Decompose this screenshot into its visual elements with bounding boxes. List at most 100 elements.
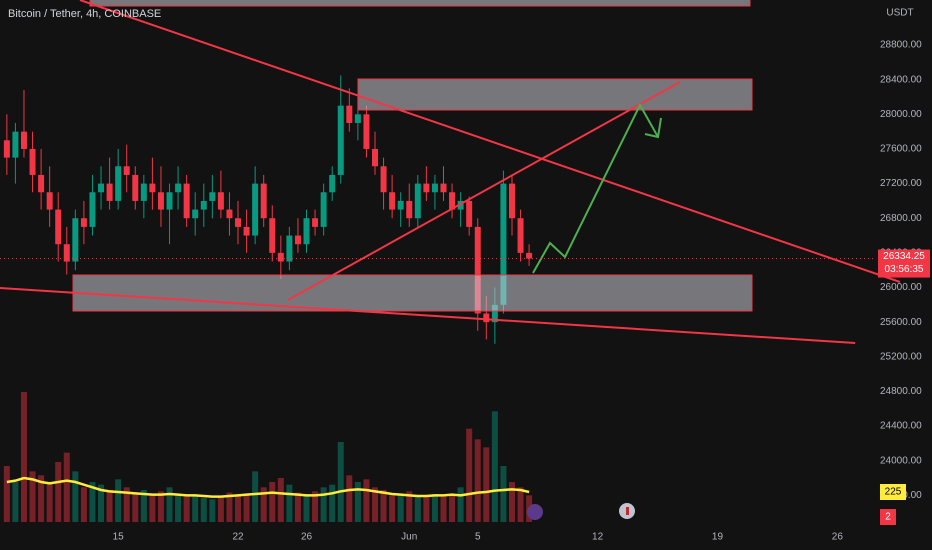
volume-bar	[406, 491, 413, 522]
volume-bar	[380, 490, 387, 522]
candle-body	[380, 166, 387, 193]
y-tick-label: 24400.00	[880, 421, 922, 432]
candle-body	[243, 226, 250, 236]
volume-bar	[474, 439, 481, 522]
candle-body	[38, 174, 45, 193]
candle-body	[457, 200, 464, 210]
volume-bar	[431, 494, 438, 522]
volume-bar	[3, 466, 10, 522]
x-tick-label: 19	[712, 532, 724, 543]
volume-bar	[132, 492, 139, 522]
candle-body	[106, 183, 113, 201]
candle-body	[89, 192, 96, 227]
volume-bar	[517, 487, 524, 522]
volume-bar	[20, 392, 27, 522]
candle-body	[423, 183, 430, 193]
candle-body	[140, 183, 147, 201]
volume-bar	[80, 487, 87, 522]
candle-body	[526, 252, 533, 259]
candle-body	[286, 235, 293, 262]
volume-bar	[397, 494, 404, 522]
volume-bar	[346, 475, 353, 522]
volume-bar	[29, 471, 36, 522]
candle-body	[166, 192, 173, 210]
x-tick-label: Jun	[401, 532, 417, 543]
y-tick-label: 28000.00	[880, 109, 922, 120]
trend-line	[287, 81, 681, 301]
plot-area	[3, 75, 533, 522]
candle-body	[440, 183, 447, 193]
y-tick-label: 24000.00	[880, 455, 922, 466]
candle-body	[517, 218, 524, 253]
candle-body	[354, 114, 361, 123]
x-tick-label: 26	[832, 532, 844, 543]
candle-body	[20, 131, 27, 149]
volume-bar	[209, 499, 216, 522]
volume-bar	[123, 487, 130, 522]
candle-body	[372, 148, 378, 167]
projection-arrow	[532, 102, 659, 274]
volume-bar	[286, 484, 293, 522]
indicator-badge: 2	[885, 512, 891, 523]
y-tick-label: 27600.00	[880, 144, 922, 155]
candle-body	[226, 209, 233, 219]
volume-bar	[217, 496, 224, 522]
candle-body	[46, 192, 53, 210]
candle-body	[200, 200, 207, 210]
countdown: 03:56:35	[885, 264, 924, 275]
volume-bar	[252, 471, 259, 522]
y-tick-label: 26800.00	[880, 213, 922, 224]
currency-label: USDT	[886, 8, 913, 19]
volume-bar	[235, 495, 242, 522]
candle-body	[3, 140, 10, 158]
candle-body	[80, 218, 87, 227]
volume-bar	[354, 482, 361, 522]
event-badge[interactable]	[527, 504, 543, 520]
volume-bar	[363, 479, 370, 522]
zone-top	[89, 0, 751, 7]
volume-bar	[320, 487, 327, 522]
volume-bar	[260, 487, 267, 522]
volume-bar	[200, 498, 207, 522]
volume-bar	[457, 487, 464, 522]
candle-body	[474, 226, 481, 314]
candle-body	[29, 148, 36, 175]
volume-bar	[46, 482, 53, 522]
ma-tag-value: 225	[885, 487, 902, 498]
candle-body	[260, 183, 267, 219]
candle-body	[320, 192, 327, 227]
volume-bar	[312, 491, 319, 522]
y-tick-label: 27200.00	[880, 178, 922, 189]
volume-bar	[38, 475, 45, 522]
candle-body	[252, 183, 259, 236]
volume-bar	[192, 495, 199, 522]
chart-title: Bitcoin / Tether, 4h, COINBASE	[8, 8, 161, 20]
resistance-zone	[357, 78, 753, 111]
volume-bar	[372, 487, 378, 522]
volume-bar	[449, 495, 456, 522]
volume-bar	[157, 491, 164, 522]
candle-body	[269, 218, 276, 253]
candle-body	[63, 244, 70, 262]
volume-bar	[491, 411, 498, 522]
candle-body	[312, 218, 319, 227]
candle-body	[431, 183, 438, 193]
volume-bar	[303, 495, 310, 522]
candle-body	[483, 313, 490, 323]
volume-bar	[149, 495, 156, 522]
volume-bar	[414, 496, 421, 522]
volume-bar	[483, 447, 490, 522]
candle-body	[397, 200, 404, 210]
candle-body	[123, 166, 130, 175]
candle-body	[303, 218, 310, 245]
y-tick-label: 25200.00	[880, 351, 922, 362]
candle-body	[294, 235, 301, 245]
candle-body	[157, 192, 164, 210]
volume-bar	[183, 496, 190, 522]
candle-body	[209, 192, 216, 201]
volume-bar	[329, 484, 336, 522]
candle-body	[491, 304, 498, 323]
candle-body	[132, 174, 139, 201]
